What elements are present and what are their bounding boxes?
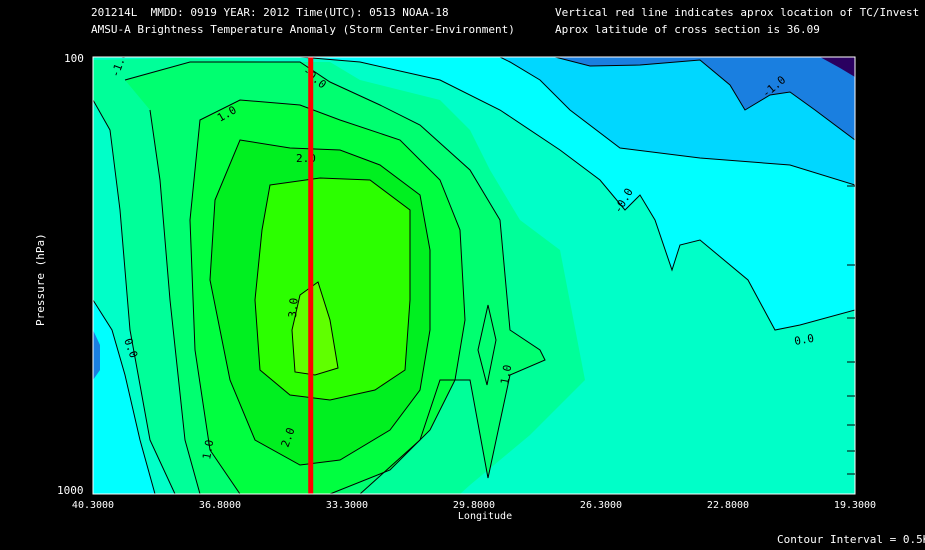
contour-band-minus1.5 bbox=[555, 57, 855, 140]
header-note-latitude: Aprox latitude of cross section is 36.09 bbox=[555, 23, 820, 36]
x-tick-label: 29.8000 bbox=[453, 500, 495, 511]
y-axis-title: Pressure (hPa) bbox=[34, 233, 47, 326]
x-tick-label: 40.3000 bbox=[72, 500, 114, 511]
x-tick-label: 26.3000 bbox=[580, 500, 622, 511]
header-line-2: AMSU-A Brightness Temperature Anomaly (S… bbox=[91, 23, 515, 36]
x-tick-label: 22.8000 bbox=[707, 500, 749, 511]
contour-band-pocket bbox=[478, 305, 496, 385]
contour-label: 1.0 bbox=[200, 439, 216, 461]
contour-label: 1.0 bbox=[498, 364, 514, 386]
contour-label: 2.0 bbox=[279, 426, 298, 449]
plot-frame bbox=[92, 56, 856, 495]
x-ticks: 40.3000 36.8000 33.3000 29.8000 26.3000 … bbox=[72, 500, 876, 511]
pressure-ticks bbox=[847, 185, 855, 475]
contour-band-left-minus0.5 bbox=[93, 300, 155, 494]
contour-band-left-minus1.0 bbox=[93, 330, 100, 380]
contour-fills bbox=[93, 57, 855, 494]
header-line-1: 201214L MMDD: 0919 YEAR: 2012 Time(UTC):… bbox=[91, 6, 449, 19]
y-tick-label: 100 bbox=[64, 52, 84, 65]
x-axis-title: Longitude bbox=[458, 511, 512, 522]
x-tick-label: 19.3000 bbox=[834, 500, 876, 511]
x-tick-label: 36.8000 bbox=[199, 500, 241, 511]
header-note-red-line: Vertical red line indicates aprox locati… bbox=[555, 6, 920, 19]
contour-label: 0.0 bbox=[793, 332, 815, 348]
contour-label: 0.0 bbox=[121, 337, 140, 360]
contour-lines bbox=[93, 57, 855, 494]
contour-band-3.0 bbox=[292, 282, 338, 375]
y-tick-label: 1000 bbox=[57, 484, 84, 497]
contour-band-lt-minus1.5 bbox=[820, 57, 855, 77]
x-tick-label: 33.3000 bbox=[326, 500, 368, 511]
contour-interval-label: Contour Interval = 0.5K bbox=[777, 533, 925, 546]
contour-label: 3.0 bbox=[286, 297, 301, 318]
